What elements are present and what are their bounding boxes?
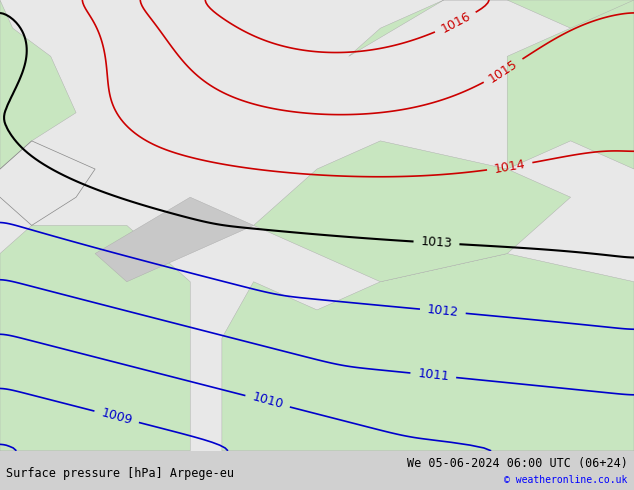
Polygon shape (507, 0, 634, 169)
Text: 1015: 1015 (486, 57, 521, 85)
Text: © weatheronline.co.uk: © weatheronline.co.uk (504, 475, 628, 485)
Text: 1013: 1013 (420, 235, 453, 250)
Text: 1010: 1010 (250, 391, 285, 412)
Polygon shape (254, 141, 571, 282)
Text: 1012: 1012 (427, 303, 459, 319)
Text: 1016: 1016 (439, 10, 473, 36)
Polygon shape (95, 197, 254, 282)
Text: We 05-06-2024 06:00 UTC (06+24): We 05-06-2024 06:00 UTC (06+24) (407, 457, 628, 470)
Text: 1011: 1011 (417, 367, 450, 383)
Text: 1009: 1009 (100, 406, 134, 427)
Polygon shape (222, 254, 634, 451)
Polygon shape (0, 225, 190, 451)
Polygon shape (349, 0, 634, 56)
Text: Surface pressure [hPa] Arpege-eu: Surface pressure [hPa] Arpege-eu (6, 467, 235, 480)
Text: 1014: 1014 (493, 157, 526, 175)
Polygon shape (0, 0, 76, 169)
